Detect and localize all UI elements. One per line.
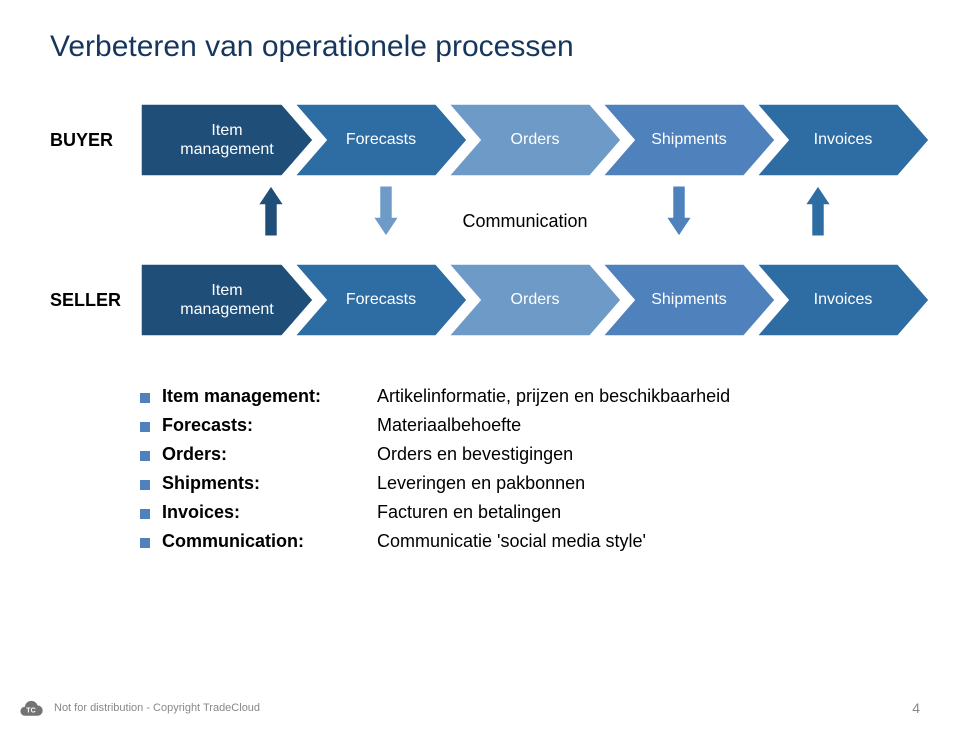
- seller-label: SELLER: [50, 290, 140, 311]
- bullet-marker-icon: [140, 393, 150, 403]
- bullet-item: Forecasts: Materiaalbehoefte: [140, 415, 910, 436]
- bullet-marker-icon: [140, 480, 150, 490]
- bullet-item: Invoices: Facturen en betalingen: [140, 502, 910, 523]
- bullet-term: Orders:: [162, 444, 377, 465]
- buyer-row: BUYER Itemmanagement Forecasts Orders Sh…: [50, 104, 910, 176]
- chevron-step: Orders: [448, 264, 622, 336]
- bullet-list: Item management: Artikelinformatie, prij…: [140, 386, 910, 552]
- bullet-item: Item management: Artikelinformatie, prij…: [140, 386, 910, 407]
- chevron-label: Orders: [503, 290, 568, 309]
- bullet-marker-icon: [140, 509, 150, 519]
- chevron-step: Shipments: [602, 104, 776, 176]
- arrow-down-icon: [373, 186, 399, 256]
- chevron-step: Itemmanagement: [140, 264, 314, 336]
- logo-icon: TC: [18, 695, 44, 721]
- chevron-label: Shipments: [643, 290, 735, 309]
- chevron-step: Invoices: [756, 264, 930, 336]
- bullet-desc: Artikelinformatie, prijzen en beschikbaa…: [377, 386, 730, 407]
- seller-chevrons: Itemmanagement Forecasts Orders Shipment…: [140, 264, 910, 336]
- chevron-step: Forecasts: [294, 264, 468, 336]
- bullet-marker-icon: [140, 451, 150, 461]
- chevron-label: Orders: [503, 130, 568, 149]
- chevron-step: Invoices: [756, 104, 930, 176]
- bullet-item: Shipments: Leveringen en pakbonnen: [140, 473, 910, 494]
- chevron-label: Invoices: [806, 130, 881, 149]
- footer: TC Not for distribution - Copyright Trad…: [0, 695, 960, 721]
- chevron-step: Shipments: [602, 264, 776, 336]
- communication-label: Communication: [462, 211, 587, 232]
- bullet-desc: Materiaalbehoefte: [377, 415, 521, 436]
- chevron-label: Itemmanagement: [172, 281, 281, 319]
- chevron-label: Itemmanagement: [172, 121, 281, 159]
- communication-row: Communication: [140, 186, 910, 256]
- buyer-label: BUYER: [50, 130, 140, 151]
- bullet-term: Communication:: [162, 531, 377, 552]
- chevron-step: Orders: [448, 104, 622, 176]
- chevron-step: Itemmanagement: [140, 104, 314, 176]
- arrow-down-icon: [666, 186, 692, 256]
- arrow-up-icon: [258, 186, 284, 256]
- bullet-term: Item management:: [162, 386, 377, 407]
- bullet-marker-icon: [140, 538, 150, 548]
- slide-title: Verbeteren van operationele processen: [50, 30, 910, 64]
- footer-text: Not for distribution - Copyright TradeCl…: [54, 702, 260, 714]
- bullet-desc: Facturen en betalingen: [377, 502, 561, 523]
- buyer-chevrons: Itemmanagement Forecasts Orders Shipment…: [140, 104, 910, 176]
- bullet-desc: Leveringen en pakbonnen: [377, 473, 585, 494]
- bullet-marker-icon: [140, 422, 150, 432]
- bullet-item: Communication: Communicatie 'social medi…: [140, 531, 910, 552]
- svg-text:TC: TC: [26, 707, 36, 715]
- seller-row: SELLER Itemmanagement Forecasts Orders S…: [50, 264, 910, 336]
- bullet-term: Forecasts:: [162, 415, 377, 436]
- arrow-up-icon: [805, 186, 831, 256]
- chevron-step: Forecasts: [294, 104, 468, 176]
- bullet-item: Orders: Orders en bevestigingen: [140, 444, 910, 465]
- chevron-label: Forecasts: [338, 290, 424, 309]
- bullet-term: Invoices:: [162, 502, 377, 523]
- page-number: 4: [912, 700, 920, 716]
- chevron-label: Shipments: [643, 130, 735, 149]
- chevron-label: Invoices: [806, 290, 881, 309]
- bullet-desc: Orders en bevestigingen: [377, 444, 573, 465]
- bullet-desc: Communicatie 'social media style': [377, 531, 646, 552]
- bullet-term: Shipments:: [162, 473, 377, 494]
- chevron-label: Forecasts: [338, 130, 424, 149]
